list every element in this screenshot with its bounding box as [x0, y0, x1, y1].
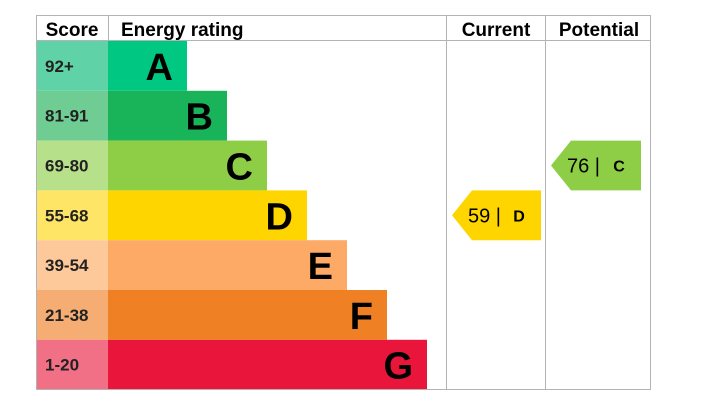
band-letter-d: D: [266, 196, 293, 238]
band-letter-f: F: [350, 296, 373, 338]
header-current: Current: [462, 20, 531, 41]
score-cell-e: [37, 240, 108, 290]
band-letter-b: B: [186, 97, 213, 139]
band-letter-c: C: [226, 147, 253, 189]
potential-rating-arrow: [551, 140, 641, 191]
current-rating-arrow: [452, 190, 541, 241]
header-energy-rating: Energy rating: [121, 20, 243, 41]
band-bar-f: [108, 290, 387, 340]
band-bar-c: [108, 140, 267, 191]
band-letter-a: A: [146, 47, 173, 89]
current-rating-value: 59 |: [468, 205, 501, 227]
band-letter-g: G: [383, 346, 413, 388]
score-cell-b: [37, 90, 108, 141]
score-cell-c: [37, 140, 108, 191]
rating-arrows: 59 | D 76 | C: [452, 140, 641, 241]
score-range-e: 39-54: [45, 256, 89, 275]
score-cell-g: [37, 339, 108, 390]
band-bar-e: [108, 240, 347, 290]
current-rating-band: D: [513, 208, 525, 225]
header-potential: Potential: [559, 20, 639, 41]
band-letter-e: E: [308, 246, 333, 288]
potential-rating-value: 76 |: [567, 156, 600, 178]
rating-bands: 92+ A 81-91 B 69-80 C 55-68 D 39-54 E 21-38 F 1-20 G: [37, 41, 427, 390]
score-cell-d: [37, 190, 108, 241]
score-cell-f: [37, 290, 108, 340]
band-bar-a: [108, 41, 187, 91]
potential-rating-band: C: [613, 159, 625, 176]
score-range-b: 81-91: [45, 107, 88, 126]
table-grid: [36, 15, 651, 390]
band-bar-b: [108, 90, 227, 141]
band-bar-d: [108, 190, 307, 241]
score-cell-a: [37, 41, 108, 91]
header-score: Score: [46, 20, 99, 41]
score-range-c: 69-80: [45, 157, 88, 176]
band-bar-g: [108, 339, 427, 390]
score-range-a: 92+: [45, 57, 74, 76]
score-range-g: 1-20: [45, 356, 79, 375]
score-range-d: 55-68: [45, 206, 88, 225]
score-range-f: 21-38: [45, 306, 88, 325]
